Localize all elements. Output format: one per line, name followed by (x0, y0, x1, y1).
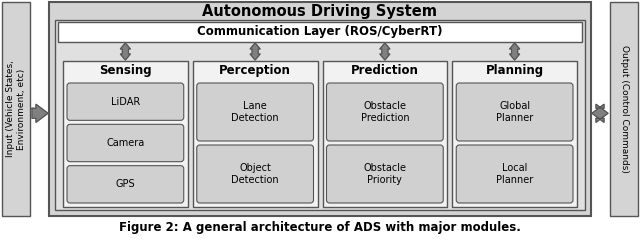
Text: Obstacle
Prediction: Obstacle Prediction (360, 101, 409, 123)
FancyBboxPatch shape (67, 83, 184, 120)
Polygon shape (509, 43, 520, 60)
Text: Input (Vehicle States,
Environment, etc): Input (Vehicle States, Environment, etc) (6, 60, 26, 157)
Text: Perception: Perception (219, 64, 291, 77)
Polygon shape (592, 104, 608, 122)
Text: Output (Control Commands): Output (Control Commands) (620, 45, 628, 173)
Text: Figure 2: A general architecture of ADS with major modules.: Figure 2: A general architecture of ADS … (119, 221, 521, 234)
Bar (193, 61, 317, 207)
Text: Sensing: Sensing (99, 64, 152, 77)
Text: Communication Layer (ROS/CyberRT): Communication Layer (ROS/CyberRT) (197, 25, 443, 38)
Bar (323, 61, 447, 207)
Text: Autonomous Driving System: Autonomous Driving System (202, 4, 438, 19)
FancyBboxPatch shape (196, 145, 314, 203)
FancyBboxPatch shape (196, 83, 314, 141)
Text: GPS: GPS (116, 179, 135, 189)
Text: Object
Detection: Object Detection (231, 163, 279, 185)
Bar (610, 2, 638, 216)
Bar (452, 61, 577, 207)
Polygon shape (250, 43, 260, 60)
Polygon shape (380, 43, 390, 60)
FancyBboxPatch shape (326, 83, 444, 141)
Bar (63, 61, 188, 207)
FancyBboxPatch shape (456, 83, 573, 141)
FancyBboxPatch shape (456, 145, 573, 203)
Text: Obstacle
Priority: Obstacle Priority (364, 163, 406, 185)
FancyBboxPatch shape (67, 124, 184, 162)
Bar (49, 2, 591, 216)
Bar (55, 20, 585, 210)
Bar (2, 2, 30, 216)
Text: Lane
Detection: Lane Detection (231, 101, 279, 123)
Text: Global
Planner: Global Planner (496, 101, 533, 123)
Text: Planning: Planning (486, 64, 544, 77)
Text: Camera: Camera (106, 138, 145, 148)
Polygon shape (120, 43, 131, 60)
FancyBboxPatch shape (67, 166, 184, 203)
Text: Local
Planner: Local Planner (496, 163, 533, 185)
FancyBboxPatch shape (326, 145, 444, 203)
Bar (58, 22, 582, 42)
Text: Prediction: Prediction (351, 64, 419, 77)
Text: LiDAR: LiDAR (111, 97, 140, 107)
Polygon shape (32, 104, 48, 122)
